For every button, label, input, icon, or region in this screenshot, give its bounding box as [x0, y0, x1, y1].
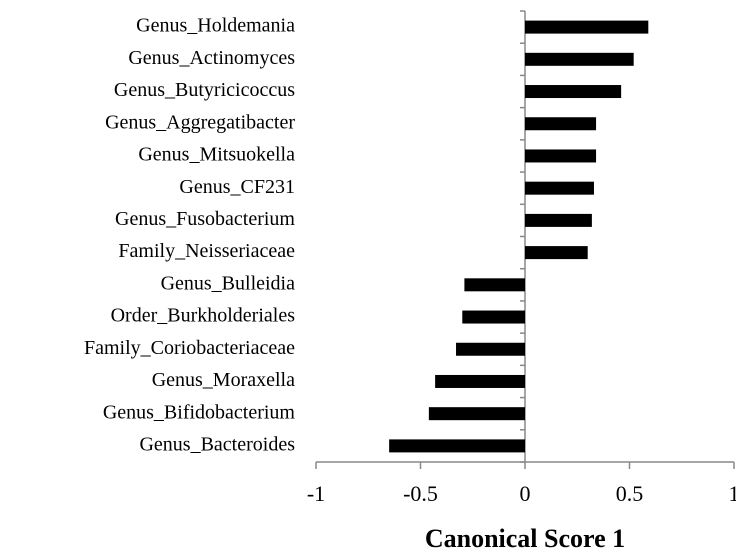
- x-axis-title: Canonical Score 1: [425, 524, 625, 553]
- y-tick-label: Order_Burkholderiales: [111, 305, 296, 327]
- y-tick-label: Genus_Actinomyces: [128, 47, 295, 69]
- y-tick-label: Genus_Bacteroides: [139, 433, 295, 455]
- bar: [525, 149, 597, 163]
- y-tick-label: Genus_Butyricicoccus: [114, 79, 295, 101]
- y-tick-label: Genus_Fusobacterium: [115, 208, 295, 230]
- bar: [525, 246, 588, 260]
- y-tick-label: Genus_CF231: [179, 176, 295, 198]
- bar: [525, 117, 597, 131]
- bar: [464, 278, 525, 292]
- x-tick-label: -0.5: [403, 481, 438, 506]
- y-tick-label: Genus_Bifidobacterium: [103, 401, 296, 423]
- y-tick-label: Genus_Aggregatibacter: [105, 111, 295, 133]
- y-tick-label: Genus_Bulleidia: [161, 272, 296, 294]
- x-tick-label: 0.5: [616, 481, 644, 506]
- y-tick-label: Genus_Holdemania: [136, 15, 295, 37]
- bar: [456, 342, 525, 356]
- bar: [462, 310, 525, 324]
- x-tick-label: 1: [729, 481, 736, 506]
- bar: [525, 20, 649, 34]
- x-tick-label: 0: [520, 481, 531, 506]
- y-tick-label: Family_Coriobacteriaceae: [84, 337, 295, 359]
- y-tick-label: Genus_Mitsuokella: [138, 144, 295, 166]
- bar: [525, 181, 594, 195]
- y-tick-label: Family_Neisseriaceae: [118, 240, 295, 262]
- bar: [389, 439, 525, 453]
- bar: [428, 407, 525, 421]
- y-tick-label: Genus_Moraxella: [152, 369, 295, 391]
- bar: [435, 374, 525, 388]
- bar: [525, 85, 622, 99]
- x-tick-label: -1: [307, 481, 325, 506]
- bar: [525, 213, 592, 227]
- bar: [525, 52, 634, 66]
